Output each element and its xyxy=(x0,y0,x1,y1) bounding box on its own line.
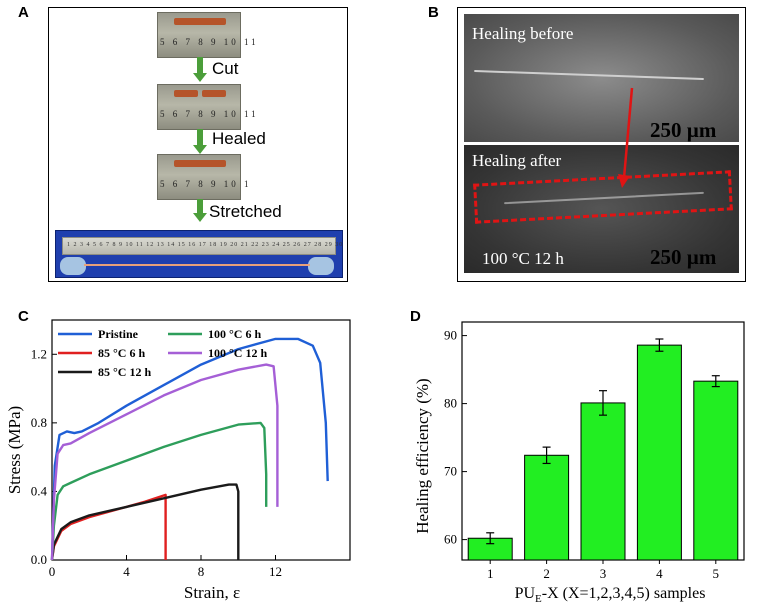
y-tick-label: 90 xyxy=(444,328,457,343)
bar-2 xyxy=(524,454,570,561)
bar-4 xyxy=(636,344,682,561)
series-line-0 xyxy=(50,337,329,561)
x-tick-label: 3 xyxy=(600,566,607,581)
red-arrow-line xyxy=(622,87,634,179)
red-arrow-head xyxy=(618,174,630,188)
healing-efficiency-chart: 60 70 80 90 1 2 3 4 5 Healing efficiency (%) PUE… xyxy=(413,321,745,604)
x-tick-label: 5 xyxy=(713,566,720,581)
sample-strip xyxy=(174,18,226,25)
series-line-2 xyxy=(50,483,240,561)
bar-5 xyxy=(693,380,739,561)
series-line-1 xyxy=(50,493,167,561)
y-axis-label: Healing efficiency (%) xyxy=(413,378,432,533)
glove-right xyxy=(308,257,334,275)
chart-d-bars xyxy=(467,338,739,561)
x-axis-label: PUE-X (X=1,2,3,4,5) samples xyxy=(515,585,706,604)
sem-before-label: Healing before xyxy=(472,24,574,43)
chart-c-axes: 0 4 8 12 0.0 0.4 0.8 1.2 xyxy=(31,319,351,579)
x-tick-label: 4 xyxy=(123,564,130,579)
chart-c-series xyxy=(50,337,329,561)
sem-before: Healing before 250 µm xyxy=(464,14,739,142)
plot-frame xyxy=(51,319,351,561)
healing-condition: 100 °C 12 h xyxy=(482,249,564,268)
x-axis-label: Strain, ε xyxy=(184,583,240,602)
arrow-stretched xyxy=(193,199,207,222)
long-ruler: 1 2 3 4 5 6 7 8 9 10 11 12 13 14 15 16 1… xyxy=(62,237,342,255)
x-axis-label-rest: -X (X=1,2,3,4,5) samples xyxy=(542,585,706,602)
sample-strip-left xyxy=(174,90,198,97)
photo-healed-sample: 5 6 7 8 9 10 1 xyxy=(157,154,249,200)
sem-after-label: Healing after xyxy=(472,151,562,170)
legend-label-1: 85 °C 6 h xyxy=(98,346,145,360)
sem-after: Healing after 100 °C 12 h 250 µm xyxy=(464,145,739,273)
ruler-marks: 5 6 7 8 9 10 11 xyxy=(160,37,259,47)
x-tick-label: 0 xyxy=(49,564,56,579)
x-tick-label: 4 xyxy=(656,566,663,581)
y-tick-label: 0.8 xyxy=(31,415,47,430)
step-label-healed: Healed xyxy=(212,129,266,148)
panel-d-letter: D xyxy=(410,308,421,325)
scale-bar-top: 250 µm xyxy=(650,118,717,142)
red-arrow xyxy=(618,87,634,188)
legend-label-0: Pristine xyxy=(98,327,139,341)
sample-strip-healed xyxy=(174,160,226,167)
y-tick-label: 70 xyxy=(444,464,457,479)
x-tick-label: 8 xyxy=(198,564,205,579)
panel-a-photo-sequence: 5 6 7 8 9 10 11 Cut 5 6 7 8 9 10 11 Heal… xyxy=(48,7,348,282)
x-axis-label-main: PU xyxy=(515,585,536,602)
y-axis-label: Stress (MPa) xyxy=(5,406,24,494)
scale-bar-bottom: 250 µm xyxy=(650,245,717,269)
legend-label-3: 100 °C 6 h xyxy=(208,327,261,341)
y-tick-label: 0.4 xyxy=(31,483,48,498)
photo-cut-sample: 5 6 7 8 9 10 11 xyxy=(157,84,256,130)
panel-b-sem-images: Healing before 250 µm Healing after 100 … xyxy=(457,7,746,282)
long-ruler-marks: 1 2 3 4 5 6 7 8 9 10 11 12 13 14 15 16 1… xyxy=(67,242,344,248)
x-tick-label: 2 xyxy=(543,566,550,581)
y-tick-label: 1.2 xyxy=(31,346,47,361)
step-label-cut: Cut xyxy=(212,59,239,78)
series-line-3 xyxy=(50,421,268,561)
series-line-4 xyxy=(50,363,279,561)
bar-3 xyxy=(580,402,626,561)
photo-original-sample: 5 6 7 8 9 10 11 xyxy=(157,12,256,58)
y-tick-label: 60 xyxy=(444,532,457,547)
stress-strain-chart: 0 4 8 12 0.0 0.4 0.8 1.2 Pristine 85 °C 6 h 85 °C… xyxy=(5,319,351,602)
ruler-marks: 5 6 7 8 9 10 11 xyxy=(160,109,259,119)
panel-b-letter: B xyxy=(428,4,439,21)
step-label-stretched: Stretched xyxy=(209,202,282,221)
glove-left xyxy=(60,257,86,275)
arrow-cut xyxy=(193,57,207,82)
panel-c-letter: C xyxy=(18,308,29,325)
panel-a-letter: A xyxy=(18,4,29,21)
x-axis-label-subscript: E xyxy=(535,593,542,604)
legend-label-2: 85 °C 12 h xyxy=(98,365,151,379)
x-tick-label: 1 xyxy=(487,566,494,581)
stretched-strip xyxy=(84,264,310,266)
ruler-marks: 5 6 7 8 9 10 1 xyxy=(160,179,252,189)
photo-stretched-sample: 1 2 3 4 5 6 7 8 9 10 11 12 13 14 15 16 1… xyxy=(55,230,343,278)
y-tick-label: 80 xyxy=(444,396,457,411)
arrow-healed xyxy=(193,129,207,154)
y-tick-label: 0.0 xyxy=(31,552,47,567)
sample-strip-right xyxy=(202,90,226,97)
chart-c-legend: Pristine 85 °C 6 h 85 °C 12 h 100 °C 6 h 100… xyxy=(58,327,267,379)
legend-label-4: 100 °C 12 h xyxy=(208,346,267,360)
x-tick-label: 12 xyxy=(269,564,282,579)
